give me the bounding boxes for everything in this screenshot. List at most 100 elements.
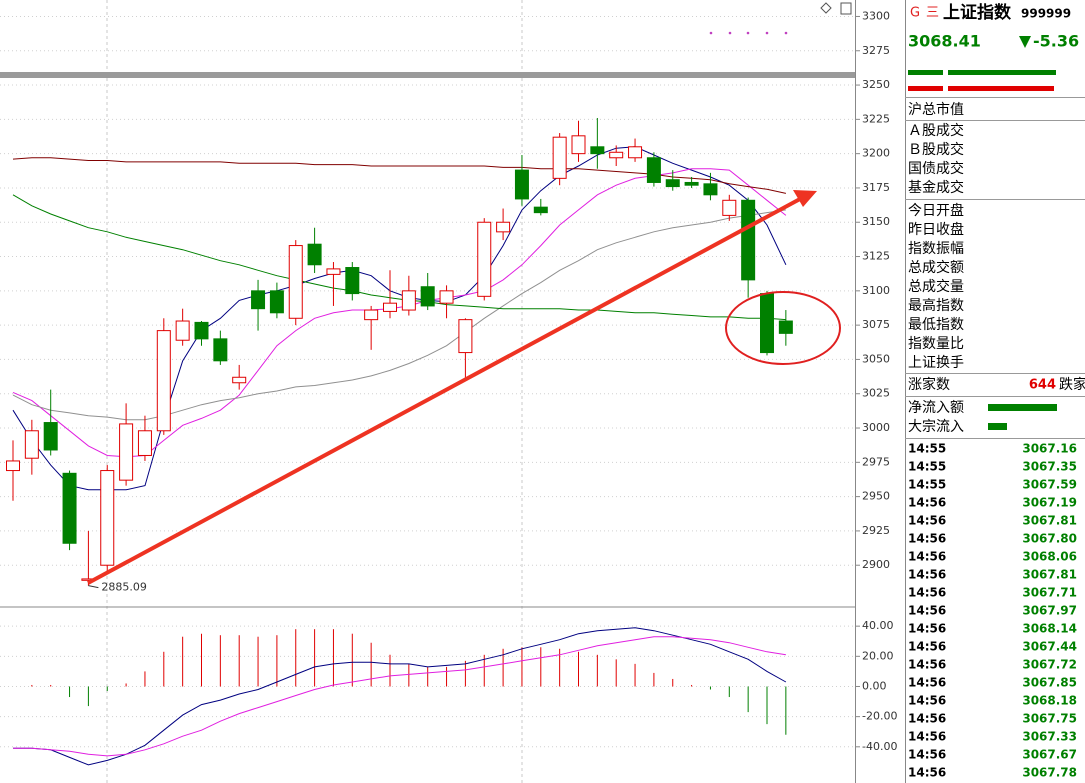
tick-time: 14:56 bbox=[908, 586, 946, 600]
volume-bar bbox=[948, 86, 1054, 91]
tick-price: 3067.81 bbox=[1022, 568, 1077, 582]
macd-line bbox=[13, 636, 786, 757]
candle-body bbox=[326, 268, 341, 275]
tick-price: 3067.71 bbox=[1022, 586, 1077, 600]
candle-body bbox=[533, 206, 548, 214]
candle-body bbox=[778, 320, 793, 334]
candle-body bbox=[137, 430, 152, 456]
tick-price: 3067.78 bbox=[1022, 766, 1077, 780]
candle-body bbox=[571, 135, 586, 155]
quote-panel: G 三 上证指数 999999 3068.41 -5.36 涨家数 644 跌家… bbox=[905, 2, 1085, 780]
y-tick-label: 2975 bbox=[862, 455, 890, 468]
candle-body bbox=[62, 472, 77, 544]
tick-price: 3067.75 bbox=[1022, 712, 1077, 726]
candle-body bbox=[6, 460, 20, 472]
y-tick-label: 3150 bbox=[862, 215, 890, 228]
separator-bar bbox=[0, 72, 855, 78]
tick-time: 14:56 bbox=[908, 748, 946, 762]
index-code: 999999 bbox=[1021, 7, 1071, 21]
tick-time: 14:56 bbox=[908, 622, 946, 636]
candle-body bbox=[401, 290, 416, 311]
candle-body bbox=[420, 286, 435, 307]
candle-body bbox=[760, 293, 774, 354]
candle-body bbox=[722, 199, 737, 216]
candle-body bbox=[24, 430, 39, 459]
y-tick-label: 2925 bbox=[862, 524, 890, 537]
candle-body bbox=[383, 302, 397, 312]
y-tick-label: 20.00 bbox=[862, 649, 894, 662]
badge[interactable]: 三 bbox=[926, 6, 939, 21]
y-tick-label: 3200 bbox=[862, 147, 890, 160]
volume-bar bbox=[908, 86, 943, 91]
stat-label: 总成交额 bbox=[908, 259, 964, 276]
annotation-leader bbox=[88, 585, 99, 589]
candle-body bbox=[439, 290, 454, 304]
candle-body bbox=[590, 146, 605, 155]
y-tick-label: -40.00 bbox=[862, 740, 897, 753]
y-tick-label: 3300 bbox=[862, 9, 890, 22]
candle-body bbox=[514, 169, 529, 200]
stat-label: 总成交量 bbox=[908, 278, 964, 295]
tick-price: 3068.06 bbox=[1022, 550, 1077, 564]
tick-time: 14:56 bbox=[908, 766, 946, 780]
tick-time: 14:56 bbox=[908, 514, 946, 528]
y-tick-label: -20.00 bbox=[862, 710, 897, 723]
flow-bar bbox=[988, 404, 1057, 411]
advance-label: 涨家数 bbox=[908, 376, 950, 393]
tick-time: 14:56 bbox=[908, 532, 946, 546]
stat-label: 指数量比 bbox=[908, 336, 964, 352]
candle-body bbox=[307, 243, 322, 266]
plot: 2900 2925 2950 2975 3000 3025 3050 3075 3100 3125… bbox=[0, 9, 897, 766]
candle-body bbox=[477, 221, 492, 297]
stat-label: 国债成交 bbox=[908, 160, 964, 177]
tick-price: 3067.16 bbox=[1022, 442, 1077, 456]
candle-body bbox=[345, 267, 360, 295]
annotation-layer bbox=[87, 190, 841, 585]
y-tick-label: 3000 bbox=[862, 421, 890, 434]
candle-body bbox=[156, 330, 171, 432]
y-tick-label: 40.00 bbox=[862, 619, 894, 632]
tick-price: 3068.14 bbox=[1022, 622, 1077, 636]
y-tick-label: 0.00 bbox=[862, 679, 887, 692]
candle-body bbox=[288, 245, 303, 319]
tick-time: 14:56 bbox=[908, 694, 946, 708]
candle-body bbox=[269, 290, 284, 314]
marker-dots bbox=[709, 31, 788, 35]
tick-price: 3067.35 bbox=[1022, 460, 1077, 474]
badge[interactable]: G bbox=[910, 6, 920, 21]
y-tick-label: 3025 bbox=[862, 387, 890, 400]
tick-time: 14:56 bbox=[908, 550, 946, 564]
flow-label: 净流入额 bbox=[908, 400, 964, 416]
candle-body bbox=[665, 179, 680, 188]
moving-average bbox=[12, 146, 787, 491]
candle-body bbox=[741, 199, 756, 281]
scroll-icon[interactable] bbox=[840, 2, 852, 15]
trend-arrow bbox=[87, 197, 801, 585]
tick-price: 3067.72 bbox=[1022, 658, 1077, 672]
stat-label: 最低指数 bbox=[908, 317, 964, 333]
price-change: -5.36 bbox=[1033, 32, 1079, 51]
y-tick-label: 2900 bbox=[862, 558, 890, 571]
moving-average bbox=[12, 209, 786, 421]
stat-label: 指数振幅 bbox=[908, 241, 964, 257]
stat-label: Ｂ股成交 bbox=[908, 141, 964, 158]
tick-price: 3067.19 bbox=[1022, 496, 1077, 510]
down-triangle bbox=[1019, 36, 1031, 48]
highlight-circle bbox=[725, 291, 841, 365]
candle-body bbox=[175, 320, 190, 341]
last-price: 3068.41 bbox=[908, 32, 981, 51]
candle-body bbox=[458, 319, 473, 354]
tick-time: 14:56 bbox=[908, 568, 946, 582]
diamond-icon[interactable] bbox=[820, 2, 832, 14]
candle-body bbox=[646, 157, 661, 183]
tick-time: 14:55 bbox=[908, 442, 946, 456]
y-tick-label: 3225 bbox=[862, 112, 890, 125]
candle-body bbox=[364, 309, 379, 321]
annotation: 2885.09 bbox=[101, 581, 146, 594]
y-tick-label: 3050 bbox=[862, 352, 890, 365]
y-tick-label: 3075 bbox=[862, 318, 890, 331]
tick-price: 3067.33 bbox=[1022, 730, 1077, 744]
tick-price: 3067.97 bbox=[1022, 604, 1077, 618]
candle-body bbox=[119, 423, 134, 481]
